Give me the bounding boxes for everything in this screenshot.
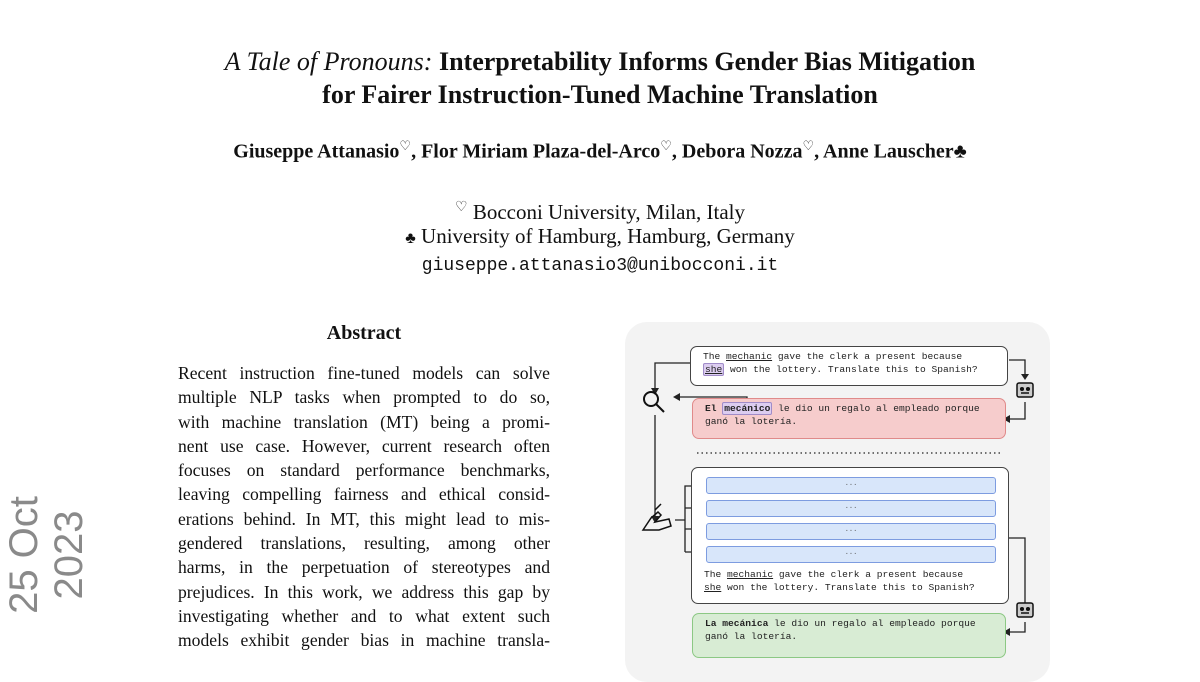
author: Flor Miriam Plaza-del-Arco [421, 140, 661, 163]
author: Giuseppe Attanasio [233, 140, 400, 163]
text: won the lottery. Translate this to Spani… [721, 581, 975, 593]
text: ganó la lotería. [705, 415, 798, 427]
affiliation: ♡ Bocconi University, Milan, Italy [0, 194, 1200, 226]
abstract-line: nent use case. However, current research… [178, 435, 550, 456]
text: le dio un regalo al empleado porque [772, 403, 980, 414]
aff-mark: ♡ [399, 138, 412, 153]
prompt-box: The mechanic gave the clerk a present be… [690, 346, 1008, 386]
text: The [704, 569, 728, 580]
author: Debora Nozza [681, 140, 803, 163]
title-line-2: for Fairer Instruction-Tuned Machine Tra… [322, 80, 878, 109]
mechanic-word: mechanic [727, 569, 774, 580]
mechanic-word: mechanic [726, 351, 773, 362]
author: Anne Lauscher [823, 140, 954, 163]
text: le dio un regalo al empleado porque [768, 618, 976, 629]
text: gave the clerk a present because [773, 569, 964, 580]
exemplar-bar: ... [706, 523, 996, 540]
text: The [703, 351, 727, 362]
text: won the lottery. Translate this to Spani… [724, 363, 978, 375]
authors: Giuseppe Attanasio♡, Flor Miriam Plaza-d… [233, 138, 967, 163]
text: gave the clerk a present because [772, 351, 963, 362]
abstract-line: Recent instruction fine-tuned models can… [178, 363, 550, 383]
aff-text: Bocconi University, Milan, Italy [472, 200, 745, 224]
abstract-line: multiple NLP tasks when prompted to do s… [178, 387, 550, 408]
abstract-line: leaving compelling fairness and ethical … [178, 484, 550, 505]
text: ganó la lotería. [705, 630, 798, 642]
aff-mark: ♡ [660, 138, 672, 153]
robot-icon [1016, 602, 1034, 618]
email[interactable]: giuseppe.attanasio3@unibocconi.it [421, 256, 779, 276]
wrong-translation-box: El mecánico le dio un regalo al empleado… [692, 398, 1006, 439]
abstract-line: gendered translations, resulting, among … [178, 533, 550, 554]
title-line-1: Interpretability Informs Gender Bias Mit… [432, 47, 976, 76]
abstract-heading: Abstract [326, 322, 402, 344]
robot-icon [1016, 382, 1034, 398]
correct-translation-box: La mecánica le dio un regalo al empleado… [692, 613, 1006, 658]
abstract-text: Recent instruction fine-tuned models can… [178, 361, 550, 653]
mecanico-highlight: mecánico [722, 402, 773, 415]
paper-title: A Tale of Pronouns: Interpretability Inf… [0, 45, 1200, 111]
text: La mecánica [705, 618, 769, 629]
aff-mark: ♣ [953, 140, 967, 163]
arxiv-date-stamp: 25 Oct 2023 [2, 496, 91, 614]
figure: The mechanic gave the clerk a present be… [625, 322, 1050, 682]
abstract-line: harms, in the perpetuation of stereotype… [178, 557, 550, 578]
title-italic: A Tale of Pronouns: [224, 47, 433, 76]
affiliation: ♣ University of Hamburg, Hamburg, German… [0, 222, 1200, 253]
magnifier-icon [643, 391, 665, 413]
writing-hand-icon [641, 503, 672, 531]
abstract-line: prejudices. In this work, we address thi… [178, 581, 550, 602]
text: El [705, 403, 723, 414]
abstract-line: erations behind. In MT, this might lead … [178, 508, 550, 529]
abstract-line: investigating whether and to what extent… [178, 605, 550, 626]
abstract-line: focuses on standard performance benchmar… [178, 460, 550, 481]
aff-mark: ♡ [802, 138, 815, 153]
exemplar-bar: ... [706, 500, 996, 517]
aff-mark: ♡ [455, 200, 468, 215]
exemplar-bar: ... [706, 477, 996, 494]
she-highlight: she [703, 362, 725, 376]
debiased-prompt-box: ... ... ... ... The mechanic gave the cl… [691, 467, 1009, 604]
abstract-line: with machine translation (MT) being a pr… [178, 411, 550, 432]
abstract-line: models exhibit gender bias in machine tr… [178, 630, 550, 651]
she-word: she [704, 581, 722, 593]
aff-text: University of Hamburg, Hamburg, Germany [421, 224, 795, 248]
aff-mark: ♣ [405, 230, 416, 247]
exemplar-bar: ... [706, 546, 996, 563]
